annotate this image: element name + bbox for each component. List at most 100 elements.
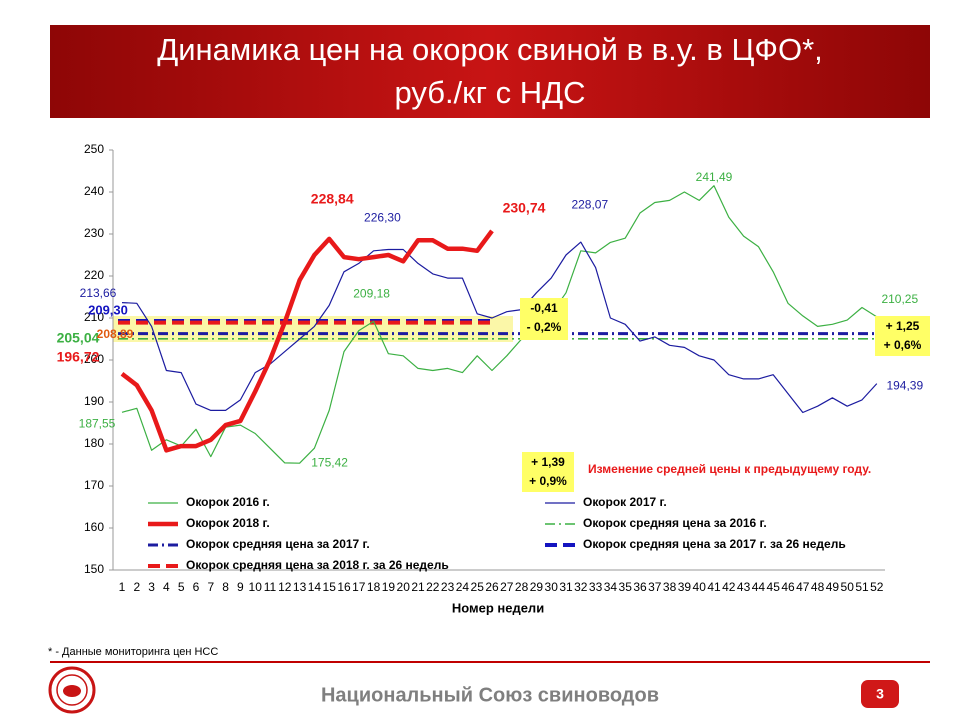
- x-tick-label: 10: [249, 580, 263, 594]
- x-tick-label: 32: [574, 580, 588, 594]
- page-number: 3: [876, 686, 884, 702]
- legend-label: Окорок средняя цена за 2017 г.: [186, 537, 370, 551]
- x-tick-label: 40: [693, 580, 707, 594]
- annotation-text: + 1,39: [531, 455, 565, 469]
- y-tick-label: 210: [84, 310, 104, 324]
- x-tick-label: 22: [426, 580, 440, 594]
- y-tick-label: 170: [84, 478, 104, 492]
- x-tick-label: 33: [589, 580, 603, 594]
- x-tick-label: 25: [471, 580, 485, 594]
- x-tick-label: 28: [515, 580, 529, 594]
- x-tick-label: 36: [633, 580, 647, 594]
- reference-label: 208,89: [97, 327, 134, 341]
- x-tick-label: 44: [752, 580, 766, 594]
- x-tick-label: 24: [456, 580, 470, 594]
- legend-label: Окорок 2016 г.: [186, 495, 270, 509]
- annotation-text: - 0,2%: [527, 320, 562, 334]
- logo-ring: [56, 674, 88, 706]
- data-label: 228,07: [571, 197, 608, 211]
- x-tick-label: 29: [530, 580, 544, 594]
- x-tick-label: 7: [207, 580, 214, 594]
- x-tick-label: 38: [663, 580, 677, 594]
- x-tick-label: 45: [767, 580, 781, 594]
- x-tick-label: 9: [237, 580, 244, 594]
- x-tick-label: 50: [841, 580, 855, 594]
- x-tick-label: 6: [193, 580, 200, 594]
- legend-label: Окорок 2017 г.: [583, 495, 667, 509]
- x-tick-label: 2: [133, 580, 140, 594]
- x-tick-label: 34: [604, 580, 618, 594]
- x-tick-label: 37: [648, 580, 662, 594]
- x-tick-label: 43: [737, 580, 751, 594]
- x-axis-label: Номер недели: [452, 600, 544, 615]
- x-tick-label: 15: [323, 580, 337, 594]
- x-tick-label: 5: [178, 580, 185, 594]
- x-tick-label: 1: [119, 580, 126, 594]
- x-tick-label: 4: [163, 580, 170, 594]
- x-tick-label: 31: [559, 580, 573, 594]
- page-number-box: [861, 680, 899, 708]
- x-tick-label: 26: [485, 580, 499, 594]
- legend-label: Окорок средняя цена за 2016 г.: [583, 516, 767, 530]
- legend-label: Окорок 2018 г.: [186, 516, 270, 530]
- series-line: [121, 241, 878, 414]
- data-label: 187,55: [79, 416, 116, 430]
- x-tick-label: 46: [781, 580, 795, 594]
- annotation-text: + 1,25: [886, 319, 920, 333]
- x-tick-label: 16: [337, 580, 351, 594]
- x-tick-label: 14: [308, 580, 322, 594]
- x-tick-label: 21: [411, 580, 425, 594]
- x-tick-label: 48: [811, 580, 825, 594]
- data-label: 230,74: [503, 200, 546, 216]
- logo-pig: [63, 685, 81, 697]
- footnote: * - Данные мониторинга цен НСС: [48, 646, 218, 658]
- x-tick-label: 11: [264, 580, 277, 594]
- y-tick-label: 220: [84, 268, 104, 282]
- y-tick-label: 160: [84, 520, 104, 534]
- x-tick-label: 20: [397, 580, 411, 594]
- title-line: руб./кг с НДС: [394, 75, 585, 110]
- data-label: 209,18: [353, 287, 390, 301]
- annotation-note: Изменение средней цены к предыдущему год…: [588, 462, 871, 476]
- x-tick-label: 3: [148, 580, 155, 594]
- annotation-box: [520, 298, 568, 340]
- y-tick-label: 150: [84, 562, 104, 576]
- x-tick-label: 27: [500, 580, 514, 594]
- x-tick-label: 30: [545, 580, 559, 594]
- data-label: 196,72: [57, 348, 100, 364]
- x-tick-label: 42: [722, 580, 736, 594]
- annotation-box: [875, 316, 930, 356]
- x-tick-label: 39: [678, 580, 692, 594]
- y-tick-label: 240: [84, 184, 104, 198]
- x-tick-label: 52: [870, 580, 884, 594]
- data-label: 210,25: [881, 292, 918, 306]
- series-line: [120, 229, 494, 453]
- y-tick-label: 230: [84, 226, 104, 240]
- annotation-text: -0,41: [530, 301, 558, 315]
- annotation-box: [522, 452, 574, 492]
- data-label: 213,66: [80, 286, 117, 300]
- x-tick-label: 47: [796, 580, 810, 594]
- data-label: 228,84: [311, 191, 354, 207]
- x-tick-label: 41: [707, 580, 721, 594]
- annotation-text: + 0,6%: [884, 338, 922, 352]
- title-banner: [50, 25, 930, 118]
- x-tick-label: 51: [855, 580, 869, 594]
- x-tick-label: 35: [619, 580, 633, 594]
- title-line: Динамика цен на окорок свиной в в.у. в Ц…: [157, 32, 823, 67]
- x-tick-label: 8: [222, 580, 229, 594]
- series-line: [121, 185, 878, 464]
- x-tick-label: 23: [441, 580, 455, 594]
- y-tick-label: 180: [84, 436, 104, 450]
- x-tick-label: 18: [367, 580, 381, 594]
- data-label: 175,42: [311, 455, 348, 469]
- x-tick-label: 19: [382, 580, 396, 594]
- x-tick-label: 13: [293, 580, 307, 594]
- data-label: 241,49: [696, 170, 733, 184]
- footer-title: Национальный Союз свиноводов: [321, 684, 659, 706]
- x-tick-label: 17: [352, 580, 366, 594]
- annotation-text: + 0,9%: [529, 474, 567, 488]
